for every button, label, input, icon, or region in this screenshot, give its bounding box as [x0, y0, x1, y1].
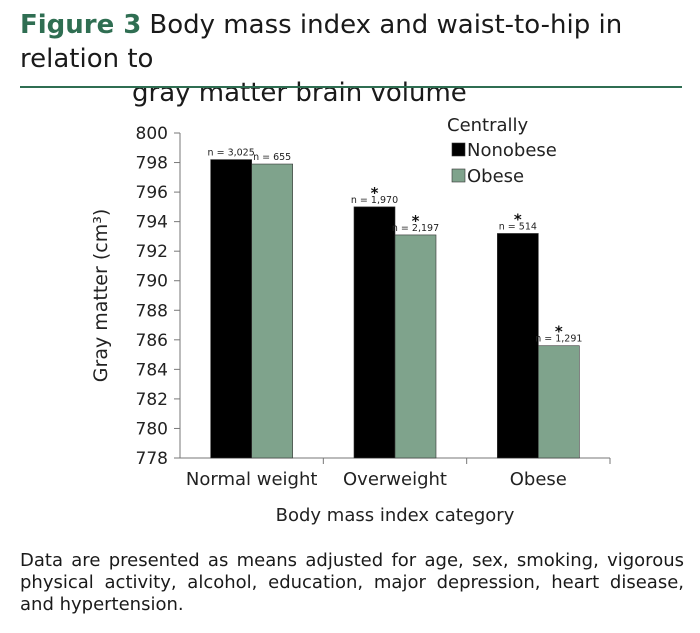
x-tick-label: Normal weight	[186, 469, 318, 490]
x-tick-label: Overweight	[343, 469, 447, 490]
y-tick-label: 792	[136, 242, 168, 262]
y-tick-label: 784	[136, 360, 168, 380]
legend-label-nonobese: Nonobese	[467, 140, 557, 161]
y-tick-label: 794	[136, 213, 168, 233]
y-tick-label: 780	[136, 419, 168, 439]
y-tick-label: 790	[136, 272, 168, 292]
legend-swatch-nonobese	[451, 142, 466, 157]
significance-marker: *	[371, 184, 379, 202]
y-tick-label: 796	[136, 183, 168, 203]
y-tick-label: 798	[136, 154, 168, 174]
bar-n-label: n = 514	[499, 221, 537, 232]
y-axis-title: Gray matter (cm³)	[90, 209, 112, 382]
y-tick-label: 782	[136, 390, 168, 410]
x-tick-label: Obese	[510, 469, 567, 490]
bar-obese	[394, 234, 437, 459]
figure-title-2: gray matter brain volume	[132, 78, 467, 108]
significance-marker: *	[514, 210, 522, 228]
significance-marker: *	[412, 212, 420, 230]
figure-header: Figure 3 Body mass index and waist-to-hip…	[20, 8, 690, 110]
legend-title: Centrally	[447, 115, 529, 136]
bar-n-label: n = 2,197	[392, 223, 439, 234]
bar-n-label: n = 1,970	[351, 195, 398, 206]
y-tick-label: 786	[136, 331, 168, 351]
y-tick-label: 800	[136, 124, 168, 144]
bar-nonobese	[497, 233, 539, 459]
bar-n-label: n = 1,291	[535, 334, 582, 345]
legend-swatch-obese	[451, 168, 466, 183]
y-tick-label: 788	[136, 301, 168, 321]
bar-obese	[251, 163, 293, 459]
y-tick-label: 778	[136, 449, 168, 469]
title-line-1: Figure 3 Body mass index and waist-to-hip…	[20, 8, 690, 76]
bar-nonobese	[353, 206, 396, 459]
significance-marker: *	[555, 323, 563, 341]
figure-caption: Data are presented as means adjusted for…	[20, 550, 684, 615]
bar-obese	[538, 345, 580, 459]
x-axis-title: Body mass index category	[276, 505, 515, 526]
bar-nonobese	[210, 159, 252, 459]
bar-n-label: n = 655	[253, 152, 291, 163]
header-rule	[20, 86, 682, 88]
figure-label: Figure 3	[20, 10, 142, 40]
figure-title-1: Body mass index and waist-to-hip in rela…	[20, 10, 623, 74]
bar-chart: 778 780 782 784 786 788 790 792 794 796 798 800 Norm…	[90, 115, 611, 526]
legend-label-obese: Obese	[467, 166, 524, 187]
bar-n-label: n = 3,025	[208, 148, 255, 159]
